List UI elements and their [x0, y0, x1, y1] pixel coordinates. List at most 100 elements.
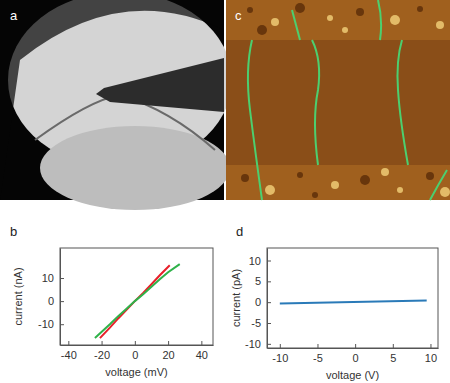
image-vignette [0, 0, 224, 200]
image-texture [381, 168, 389, 176]
x-axis-line [61, 345, 214, 346]
image-texture [356, 8, 364, 16]
x-tick-label: 40 [196, 349, 208, 361]
y-tick: -10 [245, 338, 271, 350]
image-texture [342, 27, 348, 33]
grain-boundary [292, 10, 300, 40]
chart: -40 -20 0 20 40 -10 0 10 voltage (mV) current (nA… [10, 224, 214, 378]
y-tick-mark [60, 278, 64, 279]
y-tick-label: -5 [251, 317, 261, 329]
panel-label: b [10, 224, 17, 239]
x-tick: 0 [132, 341, 138, 361]
x-tick: 0 [353, 344, 359, 364]
x-tick-label: 5 [390, 352, 396, 364]
x-tick: -20 [94, 341, 110, 361]
image-texture [397, 187, 403, 193]
y-tick-label: 5 [255, 275, 261, 287]
chart: -10 -5 0 5 10 -10 -5 0 5 10 voltage (V) current (pA… [230, 224, 439, 381]
y-tick-label: 10 [249, 255, 261, 267]
image-texture [327, 15, 333, 21]
x-tick-mark [135, 341, 136, 345]
x-tick-mark [355, 344, 356, 348]
x-tick-label: 20 [162, 349, 174, 361]
x-tick-mark [280, 344, 281, 348]
x-tick-mark [68, 341, 69, 345]
image-texture [241, 174, 249, 182]
plot-frame [60, 248, 213, 345]
image-texture [436, 21, 444, 29]
image-texture [271, 18, 279, 26]
y-tick: 0 [255, 296, 271, 308]
image-texture [297, 172, 303, 178]
x-axis-line [268, 348, 439, 349]
y-tick-mark [267, 323, 271, 324]
x-axis: -40 -20 0 20 40 [61, 341, 214, 361]
y-tick-label: -10 [245, 338, 261, 350]
y-axis: -10 -5 0 5 10 [245, 249, 271, 350]
y-axis-line [267, 249, 268, 349]
data-line [280, 301, 427, 304]
x-tick-mark [201, 341, 202, 345]
y-tick-label: -10 [38, 318, 54, 330]
grain-boundary [312, 40, 319, 165]
image-texture [247, 7, 253, 13]
image-texture [331, 181, 339, 189]
panel-label: d [236, 224, 243, 239]
y-tick: -5 [251, 317, 271, 329]
x-tick-label: 0 [353, 352, 359, 364]
grain-boundary [248, 40, 262, 200]
y-tick-label: 10 [42, 272, 54, 284]
x-axis-title: voltage (V) [326, 369, 379, 381]
x-tick-label: 0 [132, 349, 138, 361]
y-tick-mark [267, 261, 271, 262]
plot-area [280, 301, 427, 304]
y-tick: 0 [48, 295, 64, 307]
image-texture [257, 25, 267, 35]
panel-c: c [226, 0, 450, 200]
data-line [95, 264, 180, 338]
y-axis-line [60, 249, 61, 346]
y-tick: 10 [42, 272, 64, 284]
x-tick-mark [102, 341, 103, 345]
y-tick-mark [267, 281, 271, 282]
panel-label: a [10, 8, 18, 23]
x-tick-label: 10 [425, 352, 437, 364]
y-tick: -10 [38, 318, 64, 330]
y-axis-title: current (pA) [230, 269, 242, 327]
x-axis-title: voltage (mV) [105, 366, 167, 378]
x-tick-label: -5 [313, 352, 323, 364]
image-texture [390, 15, 400, 25]
y-tick-label: 0 [255, 296, 261, 308]
y-tick: 5 [255, 275, 271, 287]
x-tick: -40 [61, 341, 77, 361]
plot-frame [267, 248, 438, 348]
x-tick: 10 [425, 344, 437, 364]
image-background [226, 0, 450, 200]
image-texture [440, 187, 450, 197]
y-axis: -10 0 10 [38, 249, 64, 346]
x-tick-label: -10 [272, 352, 288, 364]
panel-a: a [0, 0, 232, 210]
image-texture [417, 6, 423, 12]
x-tick-mark [317, 344, 318, 348]
x-tick-label: -20 [94, 349, 110, 361]
y-tick-mark [267, 302, 271, 303]
y-tick-mark [60, 324, 64, 325]
y-axis-title: current (nA) [12, 267, 24, 325]
image-texture [426, 172, 434, 180]
figure: a c -40 -20 0 20 40 -10 0 10 voltage (mV) current (… [0, 0, 450, 383]
grain-boundary [430, 170, 447, 200]
x-tick-mark [168, 341, 169, 345]
y-tick: 10 [249, 255, 271, 267]
x-axis: -10 -5 0 5 10 [268, 344, 439, 364]
probe-tip [96, 58, 224, 112]
image-texture [295, 3, 305, 13]
image-band [226, 40, 450, 165]
y-tick-label: 0 [48, 295, 54, 307]
grain-boundary [398, 40, 409, 165]
x-tick-label: -40 [61, 349, 77, 361]
x-tick-mark [430, 344, 431, 348]
x-tick: 5 [390, 344, 396, 364]
y-tick-mark [267, 344, 271, 345]
panel-label: c [235, 8, 242, 23]
